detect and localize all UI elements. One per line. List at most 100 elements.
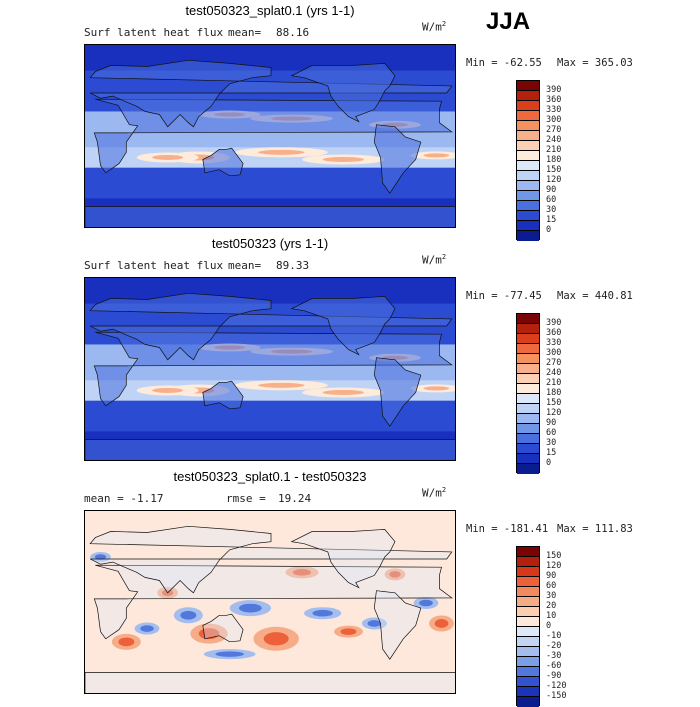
season-label: JJA bbox=[486, 8, 531, 35]
colorbar-tick-label: 30 bbox=[546, 438, 557, 448]
colorbar-swatch bbox=[517, 91, 539, 101]
flux-core bbox=[423, 153, 450, 158]
flux-core bbox=[152, 387, 184, 393]
continent-outline bbox=[89, 525, 453, 594]
colorbar-swatch bbox=[517, 201, 539, 211]
colorbar-swatch bbox=[517, 231, 539, 241]
colorbar-tick-label: -90 bbox=[546, 671, 562, 681]
continent-outline bbox=[373, 124, 422, 194]
units-label: W/m2 bbox=[422, 486, 446, 500]
negative-anomaly-core bbox=[215, 651, 244, 657]
colorbar-swatch bbox=[517, 444, 539, 454]
colorbar-tick-label: 240 bbox=[546, 368, 562, 378]
panel-title: test050323_splat0.1 - test050323 bbox=[173, 469, 367, 484]
colorbar-tick-label: 300 bbox=[546, 115, 562, 125]
colorbar-tick-label: 0 bbox=[546, 621, 552, 631]
colorbar-swatch bbox=[517, 424, 539, 434]
colorbar-tick-label: 120 bbox=[546, 175, 562, 185]
colorbar-swatch bbox=[517, 617, 539, 627]
negative-anomaly-core bbox=[180, 610, 197, 620]
flux-core bbox=[152, 154, 184, 160]
continent-outline bbox=[89, 59, 453, 128]
colorbar-swatch bbox=[517, 607, 539, 617]
map-plot bbox=[84, 44, 456, 228]
negative-anomaly-core bbox=[140, 625, 154, 632]
colorbar-swatch bbox=[517, 667, 539, 677]
colorbar-swatch bbox=[517, 597, 539, 607]
colorbar-swatch bbox=[517, 677, 539, 687]
continent-outline bbox=[373, 590, 422, 660]
colorbar-swatch bbox=[517, 81, 539, 91]
colorbar-swatch bbox=[517, 434, 539, 444]
colorbar-swatch bbox=[517, 334, 539, 344]
colorbar-tick-label: 300 bbox=[546, 348, 562, 358]
units-exponent: 2 bbox=[441, 486, 447, 494]
map-field bbox=[85, 511, 455, 693]
continent-outline bbox=[290, 529, 396, 589]
panel-left-label: Surf latent heat flux bbox=[84, 259, 224, 272]
colorbar-swatch bbox=[517, 557, 539, 567]
flux-core bbox=[322, 389, 364, 395]
colorbar-swatch bbox=[517, 627, 539, 637]
colorbar-tick-label: 60 bbox=[546, 428, 557, 438]
map-field bbox=[85, 278, 455, 460]
units-base: W/m bbox=[422, 253, 442, 267]
panel-stat-label: mean= bbox=[228, 26, 262, 39]
colorbar-tick-label: 360 bbox=[546, 328, 562, 338]
flux-core bbox=[258, 382, 305, 388]
colorbar-swatch bbox=[517, 211, 539, 221]
panel-title: test050323_splat0.1 (yrs 1-1) bbox=[185, 3, 355, 18]
colorbar-swatch bbox=[517, 121, 539, 131]
continent-outline bbox=[85, 672, 455, 693]
colorbar-tick-label: 60 bbox=[546, 195, 557, 205]
colorbar-tick-label: -150 bbox=[546, 691, 567, 701]
continent-outline bbox=[202, 380, 244, 410]
positive-anomaly-core bbox=[118, 637, 135, 647]
colorbar-tick-label: 15 bbox=[546, 215, 557, 225]
colorbar-swatch bbox=[517, 354, 539, 364]
colorbar-swatch bbox=[517, 151, 539, 161]
min-value: Min = -181.41 bbox=[466, 523, 549, 535]
colorbar-tick-label: 240 bbox=[546, 135, 562, 145]
colorbar-tick-label: 60 bbox=[546, 581, 557, 591]
colorbar-tick-label: 20 bbox=[546, 601, 557, 611]
colorbar-tick-label: 10 bbox=[546, 611, 557, 621]
panel-stat-value: 89.33 bbox=[276, 259, 310, 272]
colorbar-tick-label: 30 bbox=[546, 591, 557, 601]
colorbar-tick-label: -20 bbox=[546, 641, 562, 651]
min-value: Min = -62.55 bbox=[466, 57, 542, 69]
positive-anomaly-core bbox=[389, 571, 401, 578]
colorbar-tick-label: 360 bbox=[546, 95, 562, 105]
colorbar-swatch bbox=[517, 587, 539, 597]
units-label: W/m2 bbox=[422, 20, 446, 34]
map-field bbox=[85, 45, 455, 227]
colorbar-swatch bbox=[517, 394, 539, 404]
colorbar-swatch bbox=[517, 364, 539, 374]
continent-outline bbox=[89, 292, 453, 361]
positive-anomaly-core bbox=[263, 632, 289, 646]
colorbar-tick-label: 90 bbox=[546, 185, 557, 195]
colorbar-swatch bbox=[517, 221, 539, 231]
colorbar-swatch bbox=[517, 171, 539, 181]
colorbar-swatch bbox=[517, 567, 539, 577]
colorbar-swatch bbox=[517, 637, 539, 647]
units-base: W/m bbox=[422, 486, 442, 500]
panel-left-label: Surf latent heat flux bbox=[84, 26, 224, 39]
colorbar-tick-label: 150 bbox=[546, 398, 562, 408]
colorbar-swatch bbox=[517, 111, 539, 121]
colorbar-swatch bbox=[517, 314, 539, 324]
colorbar-tick-label: -10 bbox=[546, 631, 562, 641]
continent-outline bbox=[202, 147, 244, 177]
colorbar-swatch bbox=[517, 344, 539, 354]
negative-anomaly-core bbox=[94, 554, 107, 560]
map-plot bbox=[84, 277, 456, 461]
colorbar-tick-label: -60 bbox=[546, 661, 562, 671]
flux-core bbox=[423, 386, 450, 391]
colorbar-swatch bbox=[517, 131, 539, 141]
colorbar-swatch bbox=[517, 161, 539, 171]
colorbar-tick-label: 120 bbox=[546, 561, 562, 571]
colorbar-tick-label: 390 bbox=[546, 318, 562, 328]
colorbar-swatch bbox=[517, 697, 539, 707]
colorbar bbox=[516, 313, 540, 474]
negative-anomaly-core bbox=[238, 603, 262, 613]
